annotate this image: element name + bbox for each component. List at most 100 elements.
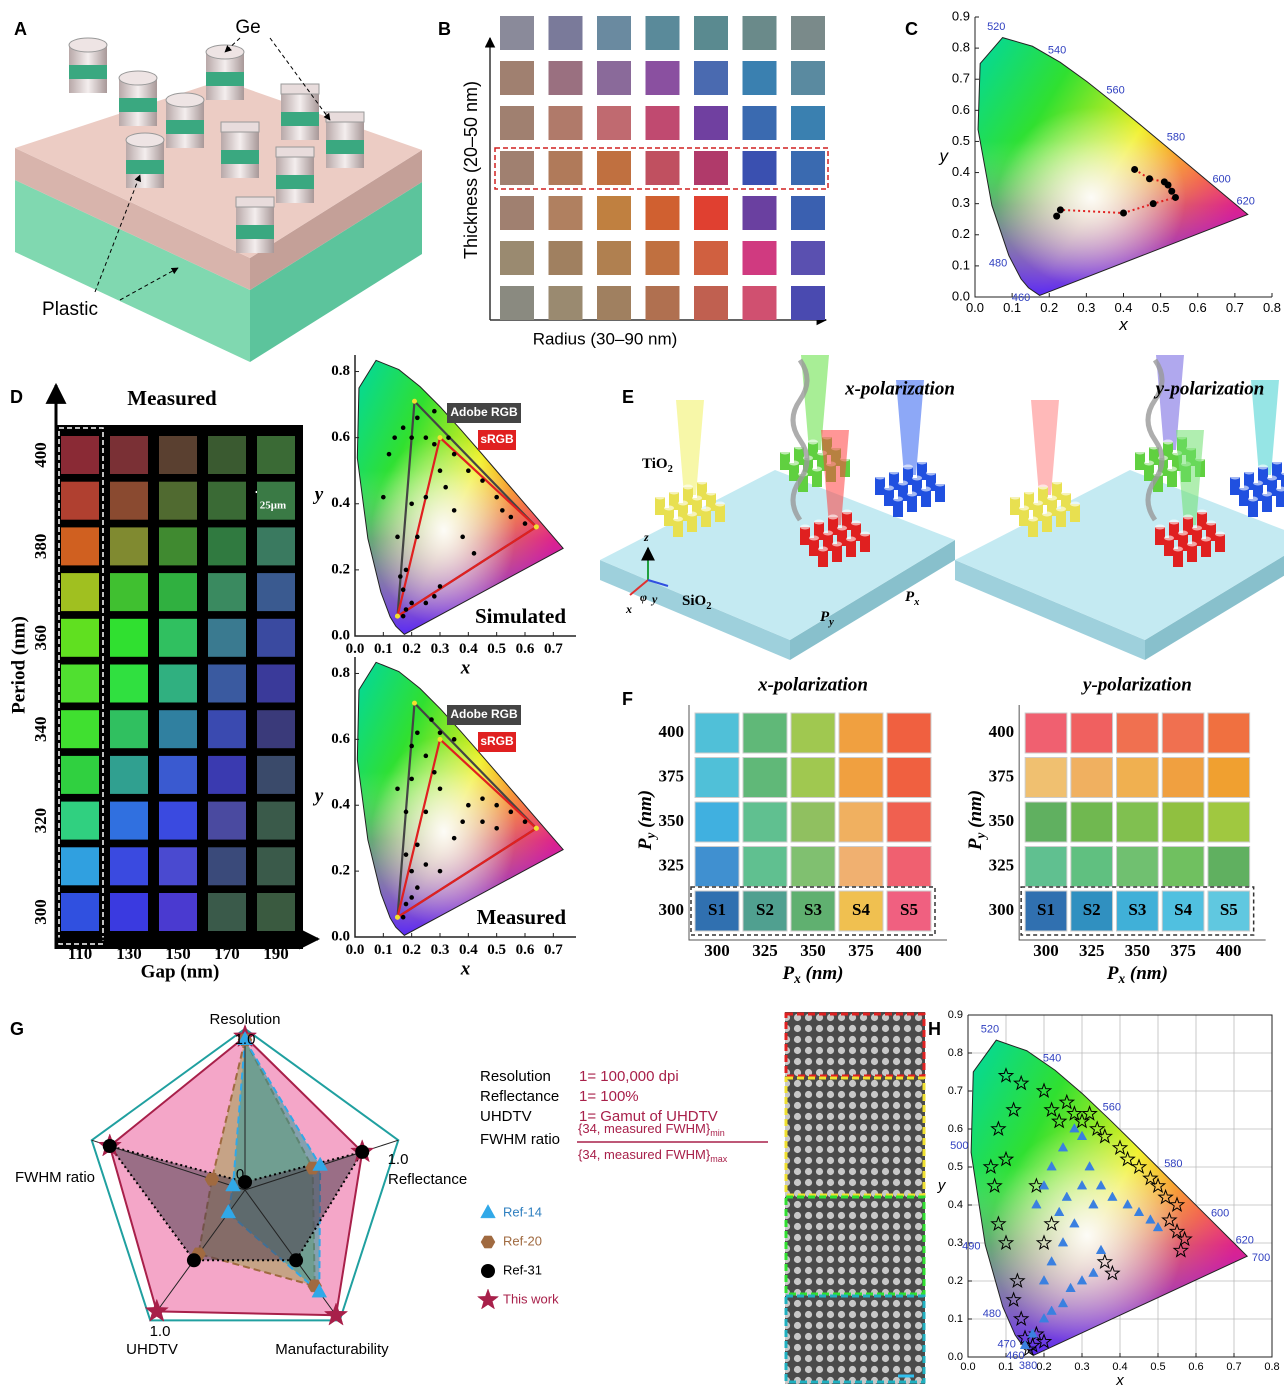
color-swatch	[694, 196, 728, 230]
gamut-vertex	[437, 736, 443, 742]
point	[1088, 1120, 1106, 1136]
color-swatch	[208, 710, 246, 749]
point	[403, 852, 409, 857]
pillar-top	[669, 489, 679, 495]
pillar-top	[851, 520, 861, 526]
color-swatch	[110, 664, 148, 703]
y-tick-label: 0.2	[952, 226, 970, 241]
plastic-substrate	[15, 80, 422, 362]
point	[432, 408, 437, 414]
cell-label: S2	[1083, 900, 1101, 919]
material-label-sub: 2	[668, 464, 673, 475]
cell-label: S1	[708, 900, 726, 919]
sem-image	[784, 1012, 926, 1384]
pillar	[1276, 489, 1284, 507]
color-swatch	[742, 151, 777, 185]
point	[1096, 1253, 1114, 1269]
gamut-triangle	[395, 435, 539, 619]
y-tick-label: 0.0	[331, 928, 350, 944]
point	[451, 835, 457, 841]
wavelength-label: 520	[981, 1023, 999, 1035]
point	[403, 809, 409, 815]
legend-label: Ref-20	[503, 1233, 542, 1248]
axis-arrow	[647, 579, 669, 587]
pillar-top	[828, 514, 838, 520]
pillar-top	[165, 92, 205, 108]
color-swatch	[159, 847, 197, 886]
color-swatch	[1207, 846, 1251, 887]
pillar	[1163, 442, 1173, 460]
scale-label: 1.0	[150, 1323, 171, 1340]
highlight-box	[494, 147, 829, 190]
color-swatch	[1207, 712, 1251, 754]
pillar-top	[846, 536, 856, 542]
pillar	[1135, 452, 1145, 470]
y-tick-label: 400	[989, 722, 1015, 741]
y-tick-label: 0.3	[948, 1237, 963, 1249]
gamut-vertex	[437, 435, 443, 441]
gamut-vertex	[395, 613, 400, 619]
y-tick-label: 0.4	[331, 797, 350, 813]
point	[982, 1158, 1000, 1174]
point	[1038, 1275, 1050, 1285]
grid-title: Measured	[127, 386, 217, 410]
color-swatch	[886, 801, 932, 843]
axes	[1018, 705, 1266, 941]
point	[1081, 1105, 1098, 1121]
color-swatch	[61, 710, 99, 749]
y-tick-label: 0.0	[331, 627, 350, 643]
pillar	[917, 462, 927, 480]
panel-letter: A	[14, 19, 27, 39]
color-swatch	[159, 527, 197, 566]
scale-label: 0	[236, 1166, 244, 1183]
x-tick-label: 0.0	[960, 1361, 975, 1373]
color-swatch	[838, 846, 884, 887]
pillar-top	[655, 494, 665, 500]
gamut-label-bg	[447, 705, 521, 725]
substrate-top	[955, 470, 1284, 640]
pillar-band	[119, 98, 157, 112]
point	[481, 1264, 495, 1278]
point	[1027, 1328, 1038, 1338]
point	[432, 594, 437, 599]
pillar	[1047, 498, 1057, 516]
color-swatch	[500, 241, 534, 275]
color-swatch	[548, 16, 583, 50]
point	[1152, 1221, 1164, 1232]
color-swatch	[548, 286, 583, 320]
wavelength-label: 480	[983, 1308, 1001, 1320]
point	[323, 1302, 349, 1326]
pillar	[692, 498, 702, 516]
definition-text: 1= 100,000 dpi	[579, 1068, 679, 1085]
color-swatch	[257, 847, 295, 886]
color-swatch	[500, 196, 534, 230]
pillar	[893, 499, 903, 517]
point	[398, 574, 403, 579]
pillar	[1056, 509, 1066, 527]
period-label-base: P	[905, 589, 915, 605]
pillar-top	[1042, 511, 1052, 517]
pillar	[798, 474, 808, 492]
color-swatch	[645, 286, 680, 320]
point	[1120, 209, 1127, 217]
point	[1057, 1142, 1069, 1152]
pillar-top	[1272, 459, 1282, 465]
color-swatch	[645, 196, 680, 230]
color-swatch	[548, 61, 583, 95]
x-tick-label: 0.1	[1003, 300, 1021, 315]
gamut-label-bg	[478, 430, 516, 450]
pillar-top	[814, 519, 824, 525]
point	[403, 567, 409, 573]
cell-label: S4	[852, 900, 870, 919]
color-swatch	[694, 286, 728, 320]
pillar-top	[1070, 501, 1080, 507]
pillar	[683, 487, 693, 505]
pillar	[1258, 467, 1268, 485]
color-swatch	[61, 801, 99, 840]
y-tick-label: 0.6	[948, 1123, 963, 1135]
point	[480, 1204, 496, 1219]
axis-glyph: x	[625, 602, 632, 616]
pillar	[926, 473, 936, 491]
color-swatch	[159, 436, 197, 474]
wave	[1145, 358, 1165, 522]
